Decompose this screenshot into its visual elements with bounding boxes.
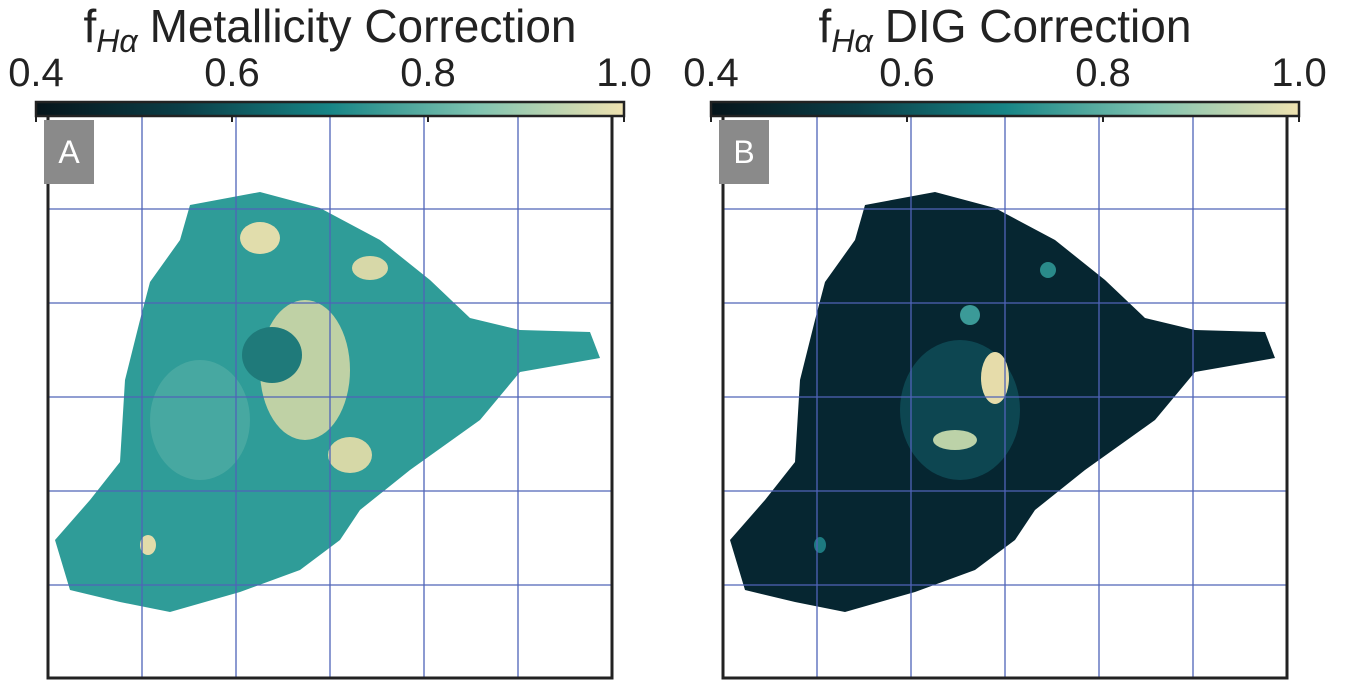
colorbar-tick-label: 1.0 <box>1271 51 1327 95</box>
mid-region <box>814 537 826 553</box>
map-a <box>55 192 600 612</box>
title-text: Metallicity Correction <box>150 0 577 52</box>
colorbar <box>34 100 626 118</box>
dark-region <box>242 327 302 383</box>
colorbar-tick-label: 0.8 <box>1075 51 1131 95</box>
panel-label: A <box>58 134 80 170</box>
title-prefix: f <box>819 0 832 52</box>
colorbar-tick-label: 0.6 <box>204 51 260 95</box>
mid-region <box>1040 262 1056 278</box>
colorbar-tick-label: 0.8 <box>400 51 456 95</box>
chart-title: fHα DIG Correction <box>819 0 1192 59</box>
map-b <box>730 192 1275 612</box>
title-subscript: Hα <box>96 23 138 59</box>
colorbar-tick-label: 0.6 <box>879 51 935 95</box>
colorbar <box>709 100 1301 118</box>
bright-region <box>981 352 1009 404</box>
colorbar-tick-label: 1.0 <box>596 51 652 95</box>
bright-region <box>933 430 977 450</box>
title-subscript: Hα <box>831 23 873 59</box>
colorbar-tick-label: 0.4 <box>683 51 739 95</box>
chart-title: fHα Metallicity Correction <box>83 0 576 59</box>
title-prefix: f <box>83 0 96 52</box>
panel-label-box <box>44 120 94 184</box>
mid-region <box>150 360 250 480</box>
bright-region <box>328 437 372 473</box>
bright-region <box>352 256 388 280</box>
title-text: DIG Correction <box>885 0 1192 52</box>
panel-label-box <box>719 120 769 184</box>
bright-region <box>240 222 280 254</box>
bright-region <box>140 535 156 555</box>
colorbar-tick-label: 0.4 <box>8 51 64 95</box>
mid-region <box>960 305 980 325</box>
panel-label: B <box>733 134 754 170</box>
